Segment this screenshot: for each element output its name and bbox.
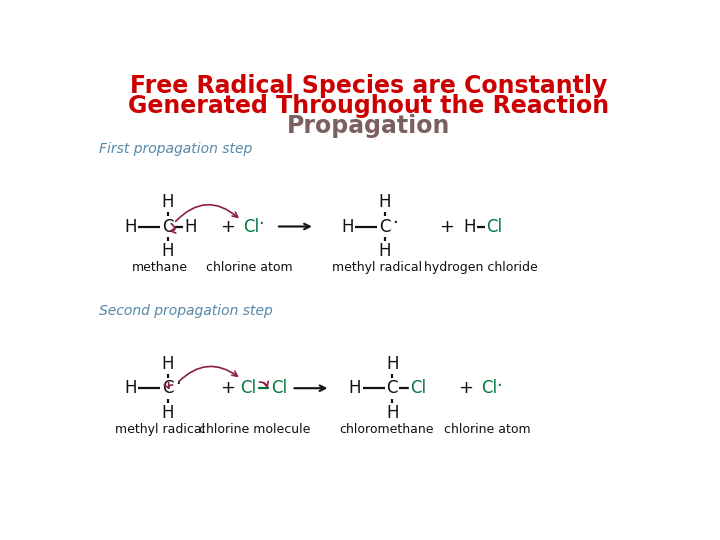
Text: +: + bbox=[220, 218, 235, 235]
Text: Cl: Cl bbox=[243, 218, 259, 235]
Text: H: H bbox=[161, 404, 174, 422]
Text: ·: · bbox=[496, 377, 502, 395]
FancyArrowPatch shape bbox=[171, 224, 176, 233]
Text: +: + bbox=[439, 218, 454, 235]
Text: C: C bbox=[379, 218, 390, 235]
Text: ·: · bbox=[258, 215, 264, 233]
Text: H: H bbox=[464, 218, 476, 235]
Text: H: H bbox=[161, 355, 174, 373]
Text: Cl: Cl bbox=[410, 379, 427, 397]
Text: C: C bbox=[387, 379, 398, 397]
Text: +: + bbox=[220, 379, 235, 397]
Text: H: H bbox=[378, 193, 391, 211]
Text: H: H bbox=[378, 242, 391, 260]
Text: H: H bbox=[386, 404, 398, 422]
Text: chloromethane: chloromethane bbox=[339, 423, 433, 436]
Text: H: H bbox=[124, 379, 137, 397]
Text: chlorine molecule: chlorine molecule bbox=[199, 423, 310, 436]
Text: methane: methane bbox=[132, 261, 188, 274]
Text: +: + bbox=[459, 379, 473, 397]
Text: H: H bbox=[348, 379, 361, 397]
FancyArrowPatch shape bbox=[176, 205, 238, 221]
Text: H: H bbox=[161, 193, 174, 211]
Text: C: C bbox=[162, 379, 174, 397]
Text: H: H bbox=[386, 355, 398, 373]
Text: First propagation step: First propagation step bbox=[99, 142, 253, 156]
Text: H: H bbox=[161, 242, 174, 260]
Text: methyl radical: methyl radical bbox=[332, 261, 422, 274]
Text: ·: · bbox=[392, 214, 397, 232]
Text: C: C bbox=[162, 218, 174, 235]
Text: Second propagation step: Second propagation step bbox=[99, 303, 273, 318]
Text: hydrogen chloride: hydrogen chloride bbox=[425, 261, 539, 274]
Text: Propagation: Propagation bbox=[287, 114, 451, 138]
Text: chlorine atom: chlorine atom bbox=[206, 261, 292, 274]
Text: H: H bbox=[184, 218, 197, 235]
Text: Cl: Cl bbox=[271, 379, 287, 397]
Text: chlorine atom: chlorine atom bbox=[444, 423, 531, 436]
Text: H: H bbox=[124, 218, 137, 235]
Text: H: H bbox=[341, 218, 354, 235]
Text: Cl: Cl bbox=[481, 379, 498, 397]
Text: Cl: Cl bbox=[487, 218, 503, 235]
FancyArrowPatch shape bbox=[179, 366, 238, 382]
Text: Cl: Cl bbox=[240, 379, 256, 397]
Text: ·: · bbox=[175, 375, 181, 393]
FancyArrowPatch shape bbox=[164, 382, 173, 388]
Text: Free Radical Species are Constantly: Free Radical Species are Constantly bbox=[130, 74, 608, 98]
FancyArrowPatch shape bbox=[259, 381, 269, 387]
Text: methyl radical: methyl radical bbox=[114, 423, 204, 436]
Text: Generated Throughout the Reaction: Generated Throughout the Reaction bbox=[128, 94, 610, 118]
